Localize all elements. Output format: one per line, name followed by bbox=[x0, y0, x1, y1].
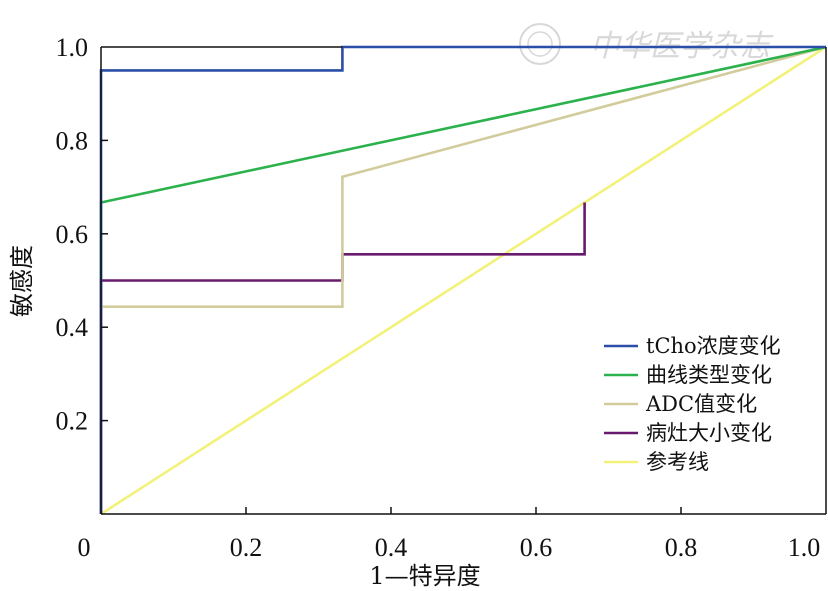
x-tick-label: 0.4 bbox=[375, 533, 408, 562]
legend-label: 病灶大小变化 bbox=[646, 421, 772, 445]
ticks: 0 0.2 0.4 0.6 0.8 1.0 0.2 0.4 0.6 0.8 1.0 bbox=[56, 33, 821, 562]
y-tick-label: 0.6 bbox=[56, 220, 89, 249]
x-tick-label: 1.0 bbox=[788, 533, 821, 562]
watermark-seal-inner bbox=[527, 31, 553, 57]
series-line-2 bbox=[99, 45, 827, 281]
legend-label: tCho浓度变化 bbox=[646, 334, 781, 358]
x-tick-label: 0.6 bbox=[520, 533, 553, 562]
watermark-seal-icon bbox=[519, 23, 561, 65]
legend-label: 参考线 bbox=[646, 450, 709, 474]
y-tick-label: 0.4 bbox=[56, 313, 89, 342]
x-tick-label: 0.8 bbox=[665, 533, 698, 562]
x-tick-label: 0 bbox=[78, 533, 91, 562]
y-tick-label: 1.0 bbox=[56, 33, 89, 62]
x-axis-label: 1—特异度 bbox=[369, 562, 480, 590]
series-line-5 bbox=[100, 45, 827, 516]
axes bbox=[100, 46, 827, 515]
x-tick-label: 0.2 bbox=[230, 533, 263, 562]
watermark: 中华医学杂志 bbox=[519, 23, 774, 65]
legend-label: ADC值变化 bbox=[645, 392, 757, 416]
y-tick-label: 0.8 bbox=[56, 126, 89, 155]
y-axis-label: 敏感度 bbox=[8, 245, 36, 317]
legend-label: 曲线类型变化 bbox=[646, 363, 772, 387]
series-line-3 bbox=[101, 45, 827, 309]
y-tick-label: 0.2 bbox=[56, 407, 89, 436]
